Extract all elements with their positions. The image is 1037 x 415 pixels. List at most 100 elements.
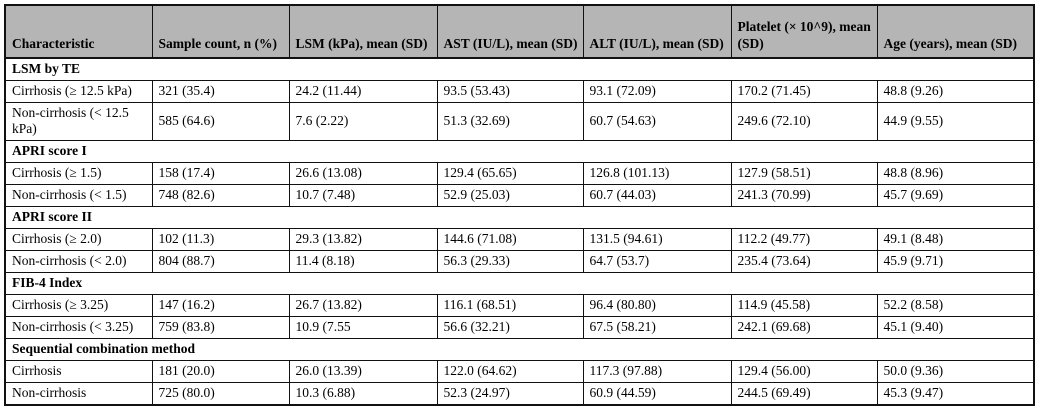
value-cell: 50.0 (9.36) xyxy=(876,359,1035,383)
value-cell: 759 (83.8) xyxy=(151,315,290,339)
value-cell: 7.6 (2.22) xyxy=(288,102,438,141)
col-header-alt: ALT (IU/L), mean (SD) xyxy=(582,4,732,59)
section-row: APRI score I xyxy=(4,139,1035,163)
row-label-cell: Cirrhosis (≥ 2.0) xyxy=(4,227,153,251)
value-cell: 26.6 (13.08) xyxy=(288,161,438,185)
value-cell: 144.6 (71.08) xyxy=(436,227,584,251)
table-row: Non-cirrhosis (< 12.5 kPa) 585 (64.6) 7.6 … xyxy=(4,102,1035,141)
table-row: Non-cirrhosis (< 3.25) 759 (83.8) 10.9 (7.… xyxy=(4,315,1035,339)
value-cell: 26.0 (13.39) xyxy=(288,359,438,383)
value-cell: 45.3 (9.47) xyxy=(876,381,1035,406)
table-row: Non-cirrhosis (< 1.5) 748 (82.6) 10.7 (7.4… xyxy=(4,183,1035,207)
row-label-cell: Non-cirrhosis (< 12.5 kPa) xyxy=(4,102,153,141)
value-cell: 44.9 (9.55) xyxy=(876,102,1035,141)
value-cell: 235.4 (73.64) xyxy=(730,249,878,273)
value-cell: 170.2 (71.45) xyxy=(730,80,878,103)
section-row: Sequential combination method xyxy=(4,337,1035,361)
table-row: Non-cirrhosis (< 2.0) 804 (88.7) 11.4 (8.1… xyxy=(4,249,1035,273)
value-cell: 585 (64.6) xyxy=(151,102,290,141)
value-cell: 117.3 (97.88) xyxy=(582,359,732,383)
row-label-cell: Non-cirrhosis (< 2.0) xyxy=(4,249,153,273)
value-cell: 96.4 (80.80) xyxy=(582,293,732,317)
table-row: Cirrhosis (≥ 3.25) 147 (16.2) 26.7 (13.82)… xyxy=(4,293,1035,317)
section-title: FIB-4 Index xyxy=(4,271,1035,295)
value-cell: 24.2 (11.44) xyxy=(288,80,438,103)
value-cell: 48.8 (9.26) xyxy=(876,80,1035,103)
section-title: Sequential combination method xyxy=(4,337,1035,361)
value-cell: 56.3 (29.33) xyxy=(436,249,584,273)
value-cell: 102 (11.3) xyxy=(151,227,290,251)
value-cell: 49.1 (8.48) xyxy=(876,227,1035,251)
value-cell: 158 (17.4) xyxy=(151,161,290,185)
col-header-characteristic: Characteristic xyxy=(4,4,153,59)
value-cell: 60.7 (44.03) xyxy=(582,183,732,207)
row-label-cell: Cirrhosis xyxy=(4,359,153,383)
value-cell: 93.5 (53.43) xyxy=(436,80,584,103)
value-cell: 45.1 (9.40) xyxy=(876,315,1035,339)
table-row: Cirrhosis (≥ 1.5) 158 (17.4) 26.6 (13.08) 1… xyxy=(4,161,1035,185)
header-row: Characteristic Sample count, n (%) LSM (… xyxy=(4,4,1035,59)
section-title: LSM by TE xyxy=(4,57,1035,81)
value-cell: 242.1 (69.68) xyxy=(730,315,878,339)
characteristics-table: Characteristic Sample count, n (%) LSM (… xyxy=(4,4,1035,406)
value-cell: 244.5 (69.49) xyxy=(730,381,878,406)
value-cell: 114.9 (45.58) xyxy=(730,293,878,317)
value-cell: 51.3 (32.69) xyxy=(436,102,584,141)
section-title: APRI score I xyxy=(4,139,1035,163)
value-cell: 147 (16.2) xyxy=(151,293,290,317)
row-label-cell: Cirrhosis (≥ 12.5 kPa) xyxy=(4,80,153,103)
value-cell: 60.7 (54.63) xyxy=(582,102,732,141)
value-cell: 321 (35.4) xyxy=(151,80,290,103)
col-header-lsm: LSM (kPa), mean (SD) xyxy=(288,4,438,59)
value-cell: 52.2 (8.58) xyxy=(876,293,1035,317)
value-cell: 116.1 (68.51) xyxy=(436,293,584,317)
value-cell: 181 (20.0) xyxy=(151,359,290,383)
value-cell: 10.9 (7.55 xyxy=(288,315,438,339)
section-row: LSM by TE xyxy=(4,57,1035,81)
col-header-sample-count: Sample count, n (%) xyxy=(151,4,290,59)
section-title: APRI score II xyxy=(4,205,1035,229)
value-cell: 10.7 (7.48) xyxy=(288,183,438,207)
col-header-age: Age (years), mean (SD) xyxy=(876,4,1035,59)
value-cell: 56.6 (32.21) xyxy=(436,315,584,339)
value-cell: 249.6 (72.10) xyxy=(730,102,878,141)
value-cell: 45.9 (9.71) xyxy=(876,249,1035,273)
value-cell: 60.9 (44.59) xyxy=(582,381,732,406)
value-cell: 52.9 (25.03) xyxy=(436,183,584,207)
value-cell: 11.4 (8.18) xyxy=(288,249,438,273)
col-header-ast: AST (IU/L), mean (SD) xyxy=(436,4,584,59)
table-row: Non-cirrhosis 725 (80.0) 10.3 (6.88) 52.3 (… xyxy=(4,381,1035,406)
value-cell: 52.3 (24.97) xyxy=(436,381,584,406)
value-cell: 48.8 (8.96) xyxy=(876,161,1035,185)
col-header-platelet: Platelet (× 10^9), mean (SD) xyxy=(730,4,878,59)
value-cell: 127.9 (58.51) xyxy=(730,161,878,185)
value-cell: 131.5 (94.61) xyxy=(582,227,732,251)
table-row: Cirrhosis (≥ 2.0) 102 (11.3) 29.3 (13.82) 1… xyxy=(4,227,1035,251)
table-row: Cirrhosis 181 (20.0) 26.0 (13.39) 122.0 (64… xyxy=(4,359,1035,383)
value-cell: 804 (88.7) xyxy=(151,249,290,273)
section-row: FIB-4 Index xyxy=(4,271,1035,295)
value-cell: 67.5 (58.21) xyxy=(582,315,732,339)
row-label-cell: Cirrhosis (≥ 3.25) xyxy=(4,293,153,317)
value-cell: 93.1 (72.09) xyxy=(582,80,732,103)
row-label-cell: Non-cirrhosis (< 1.5) xyxy=(4,183,153,207)
value-cell: 112.2 (49.77) xyxy=(730,227,878,251)
value-cell: 29.3 (13.82) xyxy=(288,227,438,251)
value-cell: 129.4 (56.00) xyxy=(730,359,878,383)
section-row: APRI score II xyxy=(4,205,1035,229)
value-cell: 129.4 (65.65) xyxy=(436,161,584,185)
row-label-cell: Non-cirrhosis xyxy=(4,381,153,406)
table-wrapper: Characteristic Sample count, n (%) LSM (… xyxy=(4,4,1035,406)
value-cell: 45.7 (9.69) xyxy=(876,183,1035,207)
value-cell: 26.7 (13.82) xyxy=(288,293,438,317)
value-cell: 241.3 (70.99) xyxy=(730,183,878,207)
value-cell: 126.8 (101.13) xyxy=(582,161,732,185)
table-body: LSM by TE Cirrhosis (≥ 12.5 kPa) 321 (35.4… xyxy=(4,57,1035,406)
value-cell: 64.7 (53.7) xyxy=(582,249,732,273)
value-cell: 122.0 (64.62) xyxy=(436,359,584,383)
row-label-cell: Cirrhosis (≥ 1.5) xyxy=(4,161,153,185)
value-cell: 748 (82.6) xyxy=(151,183,290,207)
value-cell: 725 (80.0) xyxy=(151,381,290,406)
row-label-cell: Non-cirrhosis (< 3.25) xyxy=(4,315,153,339)
table-row: Cirrhosis (≥ 12.5 kPa) 321 (35.4) 24.2 (11… xyxy=(4,80,1035,103)
